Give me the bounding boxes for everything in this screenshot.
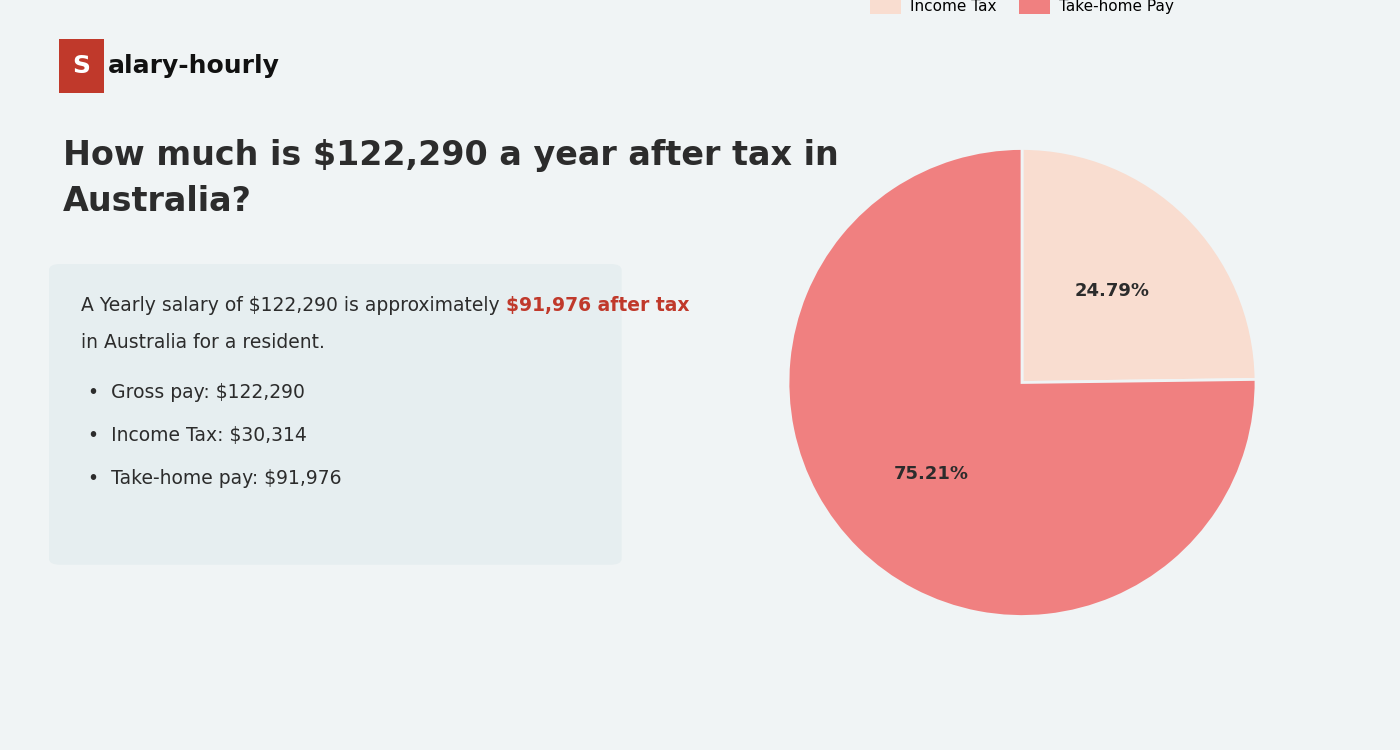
Text: •  Income Tax: $30,314: • Income Tax: $30,314 bbox=[88, 426, 307, 445]
Text: How much is $122,290 a year after tax in
Australia?: How much is $122,290 a year after tax in… bbox=[63, 139, 839, 218]
Text: 24.79%: 24.79% bbox=[1075, 282, 1149, 300]
FancyBboxPatch shape bbox=[49, 264, 622, 565]
Text: A Yearly salary of $122,290 is approximately: A Yearly salary of $122,290 is approxima… bbox=[81, 296, 505, 315]
Legend: Income Tax, Take-home Pay: Income Tax, Take-home Pay bbox=[864, 0, 1180, 20]
Text: •  Take-home pay: $91,976: • Take-home pay: $91,976 bbox=[88, 470, 342, 488]
Text: 75.21%: 75.21% bbox=[895, 465, 969, 483]
Text: $91,976 after tax: $91,976 after tax bbox=[505, 296, 689, 315]
Text: alary-hourly: alary-hourly bbox=[108, 54, 280, 78]
Text: in Australia for a resident.: in Australia for a resident. bbox=[81, 333, 325, 352]
FancyBboxPatch shape bbox=[59, 39, 104, 93]
Wedge shape bbox=[1022, 148, 1256, 382]
Text: •  Gross pay: $122,290: • Gross pay: $122,290 bbox=[88, 382, 305, 401]
Wedge shape bbox=[788, 148, 1256, 616]
Text: S: S bbox=[73, 54, 90, 78]
